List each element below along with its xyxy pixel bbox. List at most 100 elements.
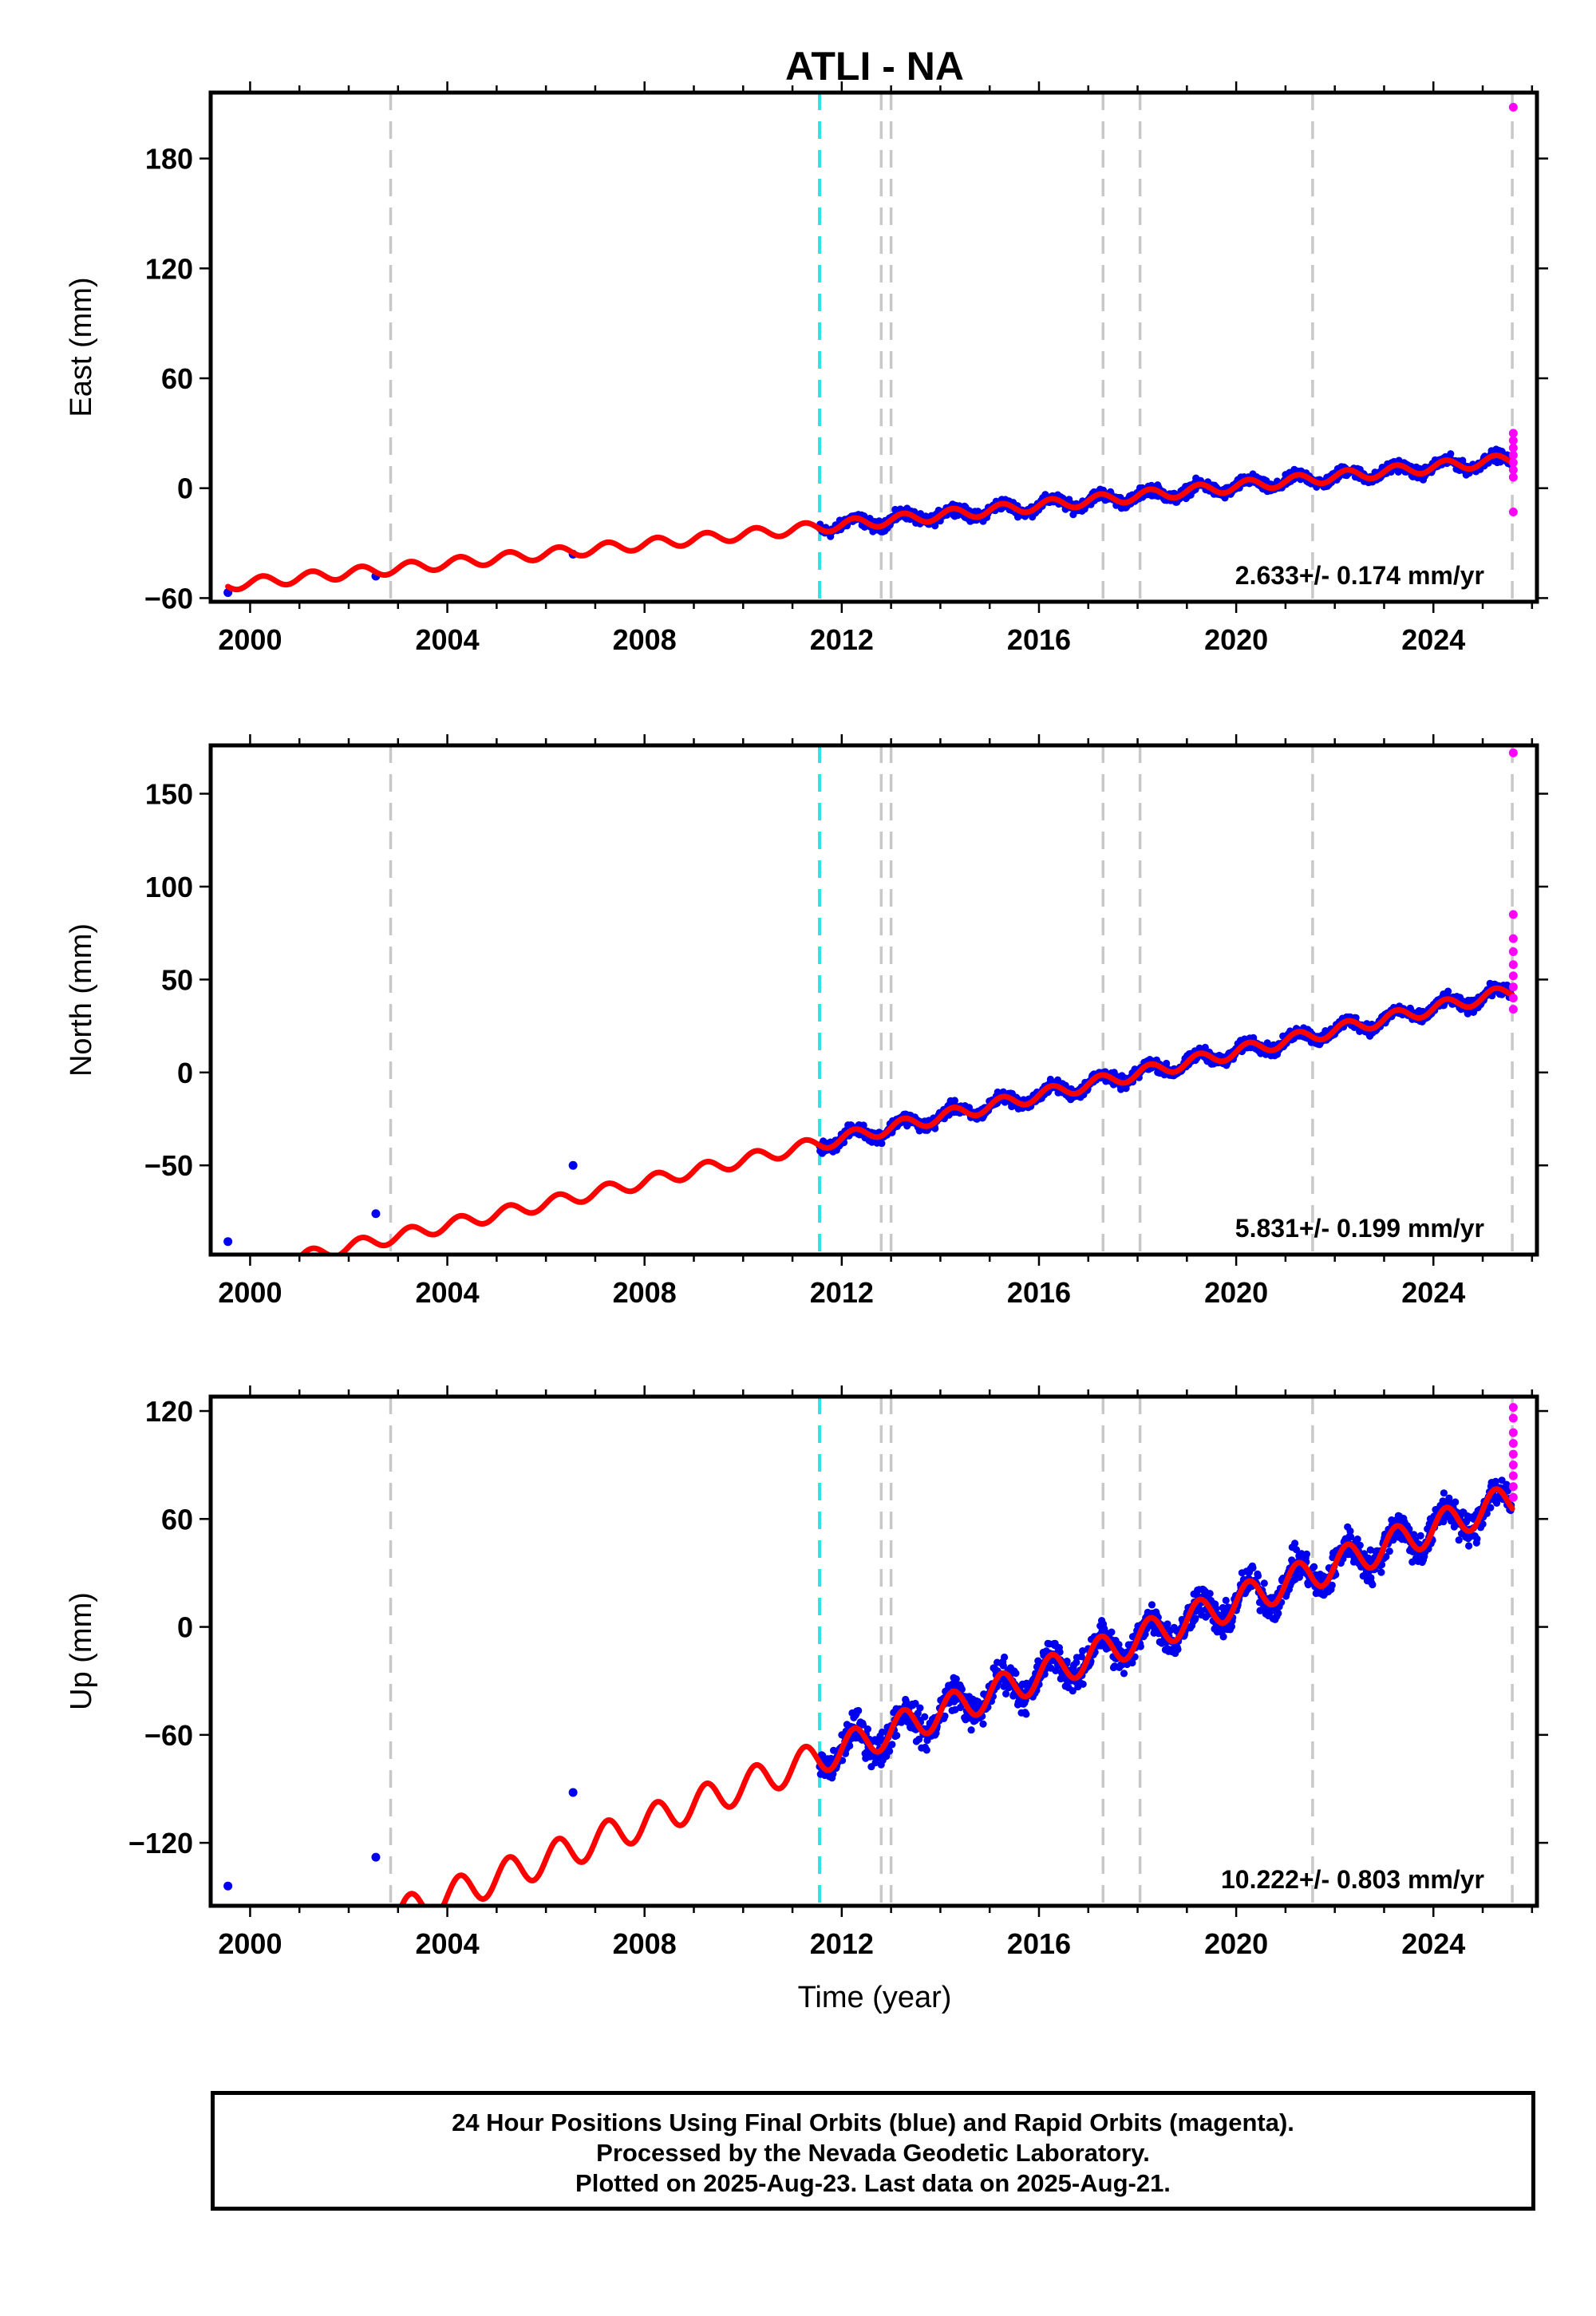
final-orbit-point bbox=[568, 1788, 578, 1797]
model-curve bbox=[225, 453, 1515, 593]
rapid-orbit-point bbox=[1508, 1439, 1518, 1448]
footer-line-2: Processed by the Nevada Geodetic Laborat… bbox=[596, 2139, 1150, 2167]
east-panel: 2000 2004 2008 2012 2016 2020 2024 −60 0 60 120 180… bbox=[65, 81, 1548, 656]
x-tick-label: 2008 bbox=[613, 623, 677, 656]
rapid-orbit-point bbox=[1508, 458, 1518, 468]
rapid-orbit-point bbox=[1508, 982, 1518, 992]
final-orbit-point bbox=[967, 1726, 975, 1734]
x-tick-label: 2000 bbox=[218, 1927, 282, 1960]
x-tick-label: 2004 bbox=[416, 623, 480, 656]
final-orbit-point bbox=[1001, 1653, 1009, 1662]
rapid-orbit-point bbox=[1508, 934, 1518, 943]
final-orbit-point bbox=[1022, 1710, 1030, 1718]
y-tick-label: −60 bbox=[144, 582, 193, 615]
y-axis-label: East (mm) bbox=[65, 277, 98, 417]
final-orbit-point bbox=[1219, 1633, 1227, 1641]
final-orbit-point bbox=[223, 1237, 233, 1247]
final-orbit-point bbox=[371, 1209, 381, 1219]
x-tick-label: 2008 bbox=[613, 1276, 677, 1309]
plot-area bbox=[223, 93, 1518, 602]
final-orbit-point bbox=[1012, 1670, 1020, 1678]
rapid-orbit-point bbox=[1508, 960, 1518, 970]
rapid-orbit-point bbox=[1508, 508, 1518, 517]
velocity-rate-label: 10.222+/- 0.803 mm/yr bbox=[1221, 1865, 1484, 1894]
final-orbit-point bbox=[1174, 1646, 1182, 1654]
final-orbit-point bbox=[223, 1881, 233, 1891]
x-tick-label: 2024 bbox=[1401, 623, 1465, 656]
final-orbit-point bbox=[568, 1160, 578, 1170]
y-tick-label: 100 bbox=[145, 871, 193, 903]
velocity-rate-label: 5.831+/- 0.199 mm/yr bbox=[1235, 1214, 1484, 1243]
rapid-orbit-point bbox=[1508, 443, 1518, 453]
final-orbit-point bbox=[931, 522, 939, 530]
plot-frame bbox=[208, 90, 1539, 604]
final-orbit-point bbox=[855, 1706, 863, 1715]
x-tick-label: 2004 bbox=[416, 1927, 480, 1960]
rapid-orbit-point bbox=[1508, 102, 1518, 112]
y-tick-label: 150 bbox=[145, 778, 193, 811]
rapid-orbit-point bbox=[1508, 947, 1518, 956]
y-tick-label: 0 bbox=[177, 472, 193, 505]
rapid-orbit-point bbox=[1508, 1005, 1518, 1014]
chart-title: ATLI - NA bbox=[785, 44, 964, 89]
y-axis-label: Up (mm) bbox=[65, 1592, 98, 1710]
x-tick-label: 2020 bbox=[1204, 1276, 1268, 1309]
y-tick-label: 60 bbox=[161, 362, 193, 395]
x-tick-label: 2024 bbox=[1401, 1927, 1465, 1960]
final-orbit-point bbox=[1002, 1690, 1010, 1697]
final-orbit-point bbox=[1148, 1601, 1156, 1609]
final-orbit-point bbox=[863, 1725, 871, 1733]
rapid-orbit-point bbox=[1508, 429, 1518, 438]
final-orbit-point bbox=[1465, 1542, 1473, 1550]
final-orbit-point bbox=[1447, 450, 1455, 458]
x-tick-label: 2016 bbox=[1007, 623, 1071, 656]
final-orbit-point bbox=[1444, 987, 1452, 995]
final-orbit-point bbox=[1222, 1596, 1230, 1604]
final-orbit-point bbox=[1191, 1614, 1199, 1622]
y-tick-label: 120 bbox=[145, 1395, 193, 1428]
x-tick-label: 2016 bbox=[1007, 1276, 1071, 1309]
rapid-orbit-point bbox=[1508, 1460, 1518, 1470]
x-tick-label: 2008 bbox=[613, 1927, 677, 1960]
rapid-orbit-point bbox=[1508, 971, 1518, 981]
footer-line-3: Plotted on 2025-Aug-23. Last data on 202… bbox=[575, 2169, 1171, 2197]
final-orbit-point bbox=[1377, 1568, 1385, 1576]
x-tick-label: 2016 bbox=[1007, 1927, 1071, 1960]
final-orbit-point bbox=[1274, 1609, 1282, 1618]
final-orbit-point bbox=[1254, 1571, 1262, 1580]
x-tick-label: 2020 bbox=[1204, 623, 1268, 656]
final-orbit-point bbox=[1385, 1547, 1393, 1555]
footer-line-1: 24 Hour Positions Using Final Orbits (bl… bbox=[452, 2109, 1294, 2136]
final-orbit-point bbox=[371, 1852, 381, 1862]
final-orbit-point bbox=[1310, 1563, 1318, 1571]
final-orbit-point bbox=[1302, 1550, 1311, 1558]
y-tick-label: −50 bbox=[144, 1149, 193, 1182]
x-tick-label: 2012 bbox=[810, 623, 874, 656]
velocity-rate-label: 2.633+/- 0.174 mm/yr bbox=[1235, 561, 1484, 590]
final-orbit-point bbox=[1416, 1531, 1424, 1539]
final-orbit-point bbox=[1079, 1680, 1087, 1688]
footer-info-box: 24 Hour Positions Using Final Orbits (bl… bbox=[211, 2091, 1535, 2211]
final-orbit-point bbox=[1291, 1539, 1299, 1547]
rapid-orbit-point bbox=[1508, 910, 1518, 919]
rapid-orbit-point bbox=[1508, 1403, 1518, 1413]
y-tick-label: 60 bbox=[161, 1503, 193, 1535]
x-tick-label: 2012 bbox=[810, 1927, 874, 1960]
final-orbit-point bbox=[1206, 1590, 1214, 1598]
x-tick-label: 2000 bbox=[218, 623, 282, 656]
rapid-orbit-point bbox=[1508, 1482, 1518, 1492]
rapid-orbit-point bbox=[1508, 450, 1518, 460]
x-tick-label: 2000 bbox=[218, 1276, 282, 1309]
y-tick-label: 50 bbox=[161, 963, 193, 996]
plot-area bbox=[223, 745, 1518, 1255]
y-tick-label: 0 bbox=[177, 1057, 193, 1089]
y-tick-label: 0 bbox=[177, 1611, 193, 1644]
x-tick-label: 2004 bbox=[416, 1276, 480, 1309]
plot-frame bbox=[208, 743, 1539, 1257]
rapid-orbit-point bbox=[1508, 1471, 1518, 1480]
final-orbit-point bbox=[1452, 1498, 1460, 1506]
final-orbit-point bbox=[886, 1747, 894, 1755]
final-orbit-point bbox=[979, 1720, 987, 1728]
final-orbit-point bbox=[888, 1741, 896, 1749]
